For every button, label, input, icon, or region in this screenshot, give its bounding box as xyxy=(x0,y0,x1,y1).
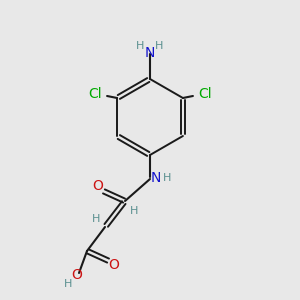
Text: Cl: Cl xyxy=(198,87,212,101)
Text: H: H xyxy=(136,41,144,51)
Text: H: H xyxy=(64,279,72,289)
Text: O: O xyxy=(109,258,119,272)
Text: H: H xyxy=(130,206,138,216)
Text: H: H xyxy=(155,41,163,51)
Text: H: H xyxy=(92,214,100,224)
Text: Cl: Cl xyxy=(88,87,102,101)
Text: H: H xyxy=(163,173,171,183)
Text: N: N xyxy=(145,46,155,60)
Text: N: N xyxy=(151,171,161,185)
Text: O: O xyxy=(72,268,83,282)
Text: O: O xyxy=(93,179,104,193)
